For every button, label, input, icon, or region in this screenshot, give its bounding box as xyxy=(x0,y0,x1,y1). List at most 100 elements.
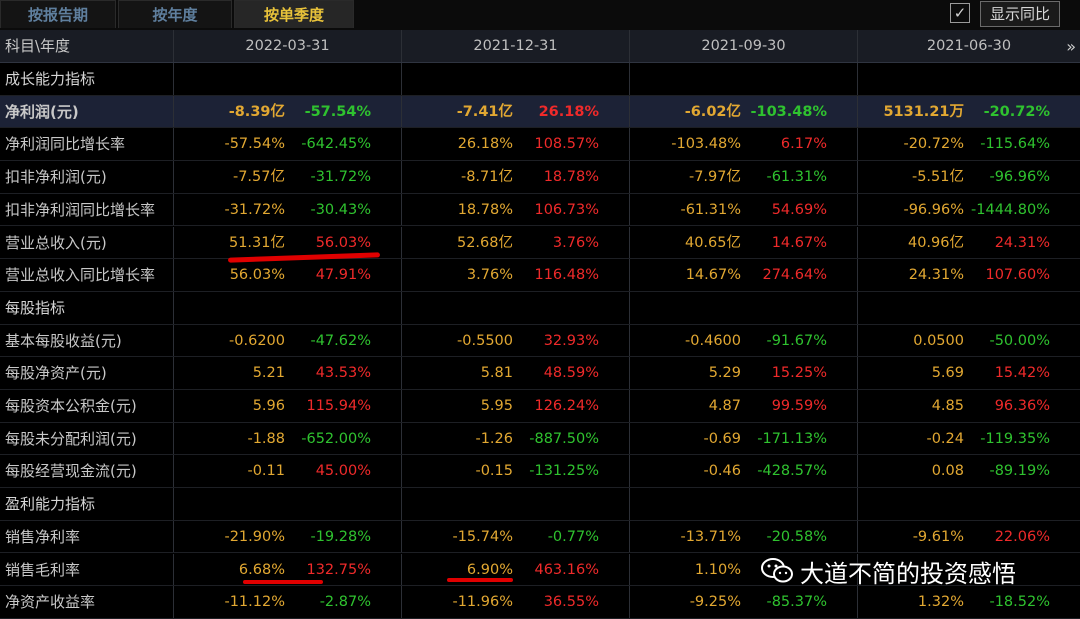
table-cell: -8.71亿 18.78% xyxy=(402,161,630,193)
cell-yoy: 56.03% xyxy=(315,234,371,251)
cell-yoy: 274.64% xyxy=(762,267,827,284)
cell-yoy: 106.73% xyxy=(534,201,599,218)
table-cell: 6.68% 132.75% xyxy=(174,553,402,586)
watermark: 大道不简的投资感悟 xyxy=(760,552,1016,590)
header-date-4[interactable]: 2021-06-30 xyxy=(926,38,1012,54)
cell-value: -13.71% xyxy=(680,528,741,545)
cell-value: -5.51亿 xyxy=(911,169,964,186)
cell-yoy: 15.42% xyxy=(994,365,1050,382)
table-cell: 0.08 -89.19% xyxy=(858,455,1080,487)
table-cell: 40.65亿 14.67% xyxy=(630,226,858,259)
table-cell: 14.67% 274.64% xyxy=(630,259,858,291)
cell-value: 4.87 xyxy=(708,398,741,414)
cell-yoy: -31.72% xyxy=(310,169,371,186)
row-label: 每股资本公积金(元) xyxy=(0,390,174,422)
row-label: 盈利能力指标 xyxy=(0,488,174,520)
table-cell: 3.76% 116.48% xyxy=(402,259,630,291)
table-row[interactable]: 净利润(元) -8.39亿 -57.54% -7.41亿 26.18% -6.02亿 -10… xyxy=(0,95,1080,129)
table-cell: 5.21 43.53% xyxy=(174,357,402,389)
cell-yoy: -887.50% xyxy=(529,430,599,447)
cell-value: 5131.21万 xyxy=(883,103,964,120)
tab-by-year[interactable]: 按年度 xyxy=(118,0,232,28)
row-label: 每股经营现金流(元) xyxy=(0,455,174,488)
cell-value: -9.25% xyxy=(689,594,741,611)
table-cell: -57.54% -642.45% xyxy=(174,128,402,161)
cell-value: -0.15 xyxy=(475,463,513,480)
cell-yoy: 32.93% xyxy=(543,332,599,349)
cell-value: -21.90% xyxy=(224,528,285,545)
table-row[interactable]: 销售毛利率 6.68% 132.75% 6.90% 463.16% 1.10% xyxy=(0,553,1080,587)
cell-yoy: -50.00% xyxy=(989,332,1050,349)
cell-value: -0.11 xyxy=(247,463,285,480)
cell-value: 26.18% xyxy=(457,136,513,153)
watermark-text: 大道不简的投资感悟 xyxy=(800,559,1016,588)
row-label: 成长能力指标 xyxy=(0,63,174,95)
header-date-3[interactable]: 2021-09-30 xyxy=(630,30,858,62)
table-row[interactable]: 营业总收入同比增长率 56.03% 47.91% 3.76% 116.48% 14.67%… xyxy=(0,259,1080,292)
cell-value: -31.72% xyxy=(224,201,285,218)
wechat-icon xyxy=(760,556,794,586)
table-row[interactable]: 扣非净利润同比增长率 -31.72% -30.43% 18.78% 106.73% -61… xyxy=(0,193,1080,227)
show-yoy-checkbox[interactable]: ✓ xyxy=(950,3,970,23)
table-row[interactable]: 基本每股收益(元) -0.6200 -47.62% -0.5500 32.93% -0.4… xyxy=(0,324,1080,358)
table-cell: -20.72% -115.64% xyxy=(858,128,1080,160)
table-row[interactable]: 扣非净利润(元) -7.57亿 -31.72% -8.71亿 18.78% -7.97亿 -… xyxy=(0,161,1080,194)
header-date-2[interactable]: 2021-12-31 xyxy=(402,30,630,62)
table-cell: -7.97亿 -61.31% xyxy=(630,161,858,193)
table-cell: -15.74% -0.77% xyxy=(402,520,630,553)
cell-yoy: -30.43% xyxy=(310,201,371,218)
cell-value: 14.67% xyxy=(685,267,741,284)
table-row[interactable]: 营业总收入(元) 51.31亿 56.03% 52.68亿 3.76% 40.65亿 14.… xyxy=(0,226,1080,260)
row-label: 销售净利率 xyxy=(0,520,174,553)
table-cell: -7.57亿 -31.72% xyxy=(174,161,402,193)
show-yoy-button[interactable]: 显示同比 xyxy=(980,1,1060,27)
table-cell: -0.6200 -47.62% xyxy=(174,324,402,357)
cell-value: 52.68亿 xyxy=(456,234,513,251)
table-cell: -1.26 -887.50% xyxy=(402,422,630,455)
cell-yoy: -103.48% xyxy=(750,103,827,120)
row-label: 销售毛利率 xyxy=(0,553,174,586)
header-date-1[interactable]: 2022-03-31 xyxy=(174,30,402,62)
cell-value: 1.10% xyxy=(694,561,741,578)
cell-yoy: 26.18% xyxy=(538,103,599,120)
cell-yoy: 18.78% xyxy=(543,169,599,186)
table-cell: -0.4600 -91.67% xyxy=(630,324,858,357)
cell-value: 5.96 xyxy=(252,398,285,414)
cell-yoy: 126.24% xyxy=(534,398,599,414)
table-cell: -6.02亿 -103.48% xyxy=(630,95,858,128)
cell-yoy: 43.53% xyxy=(315,365,371,382)
cell-yoy: -171.13% xyxy=(757,430,827,447)
table-cell: -21.90% -19.28% xyxy=(174,520,402,553)
table-cell: -11.96% 36.55% xyxy=(402,586,630,618)
table-header: 科目\年度 2022-03-31 2021-12-31 2021-09-30 2… xyxy=(0,30,1080,63)
cell-yoy: 15.25% xyxy=(771,365,827,382)
table-cell: 5.29 15.25% xyxy=(630,357,858,389)
cell-value: 1.32% xyxy=(917,594,964,611)
table-cell: -8.39亿 -57.54% xyxy=(174,95,402,128)
tab-by-quarter[interactable]: 按单季度 xyxy=(234,0,354,28)
more-columns-icon[interactable]: » xyxy=(1066,37,1076,56)
row-label: 扣非净利润同比增长率 xyxy=(0,193,174,226)
cell-yoy: 108.57% xyxy=(534,136,599,153)
section-row[interactable]: 成长能力指标 xyxy=(0,63,1080,96)
tab-by-report-period[interactable]: 按报告期 xyxy=(0,0,116,28)
cell-yoy: -96.96% xyxy=(989,169,1050,186)
table-row[interactable]: 每股净资产(元) 5.21 43.53% 5.81 48.59% 5.29 15.25% 5.… xyxy=(0,357,1080,390)
table-cell: 5.96 115.94% xyxy=(174,390,402,422)
table-row[interactable]: 净资产收益率 -11.12% -2.87% -11.96% 36.55% -9.25% -8… xyxy=(0,586,1080,619)
table-cell: -0.11 45.00% xyxy=(174,455,402,488)
cell-value: -0.69 xyxy=(703,430,741,447)
cell-value: -7.97亿 xyxy=(688,169,741,186)
table-cell: -0.24 -119.35% xyxy=(858,423,1080,455)
cell-value: -103.48% xyxy=(671,136,741,153)
red-underline-mark xyxy=(447,578,513,582)
cell-value: 24.31% xyxy=(908,267,964,284)
table-row[interactable]: 每股资本公积金(元) 5.96 115.94% 5.95 126.24% 4.87 99.5… xyxy=(0,390,1080,423)
section-row[interactable]: 每股指标 xyxy=(0,291,1080,325)
table-row[interactable]: 每股未分配利润(元) -1.88 -652.00% -1.26 -887.50% -0.6… xyxy=(0,422,1080,456)
section-row[interactable]: 盈利能力指标 xyxy=(0,488,1080,521)
table-row[interactable]: 净利润同比增长率 -57.54% -642.45% 26.18% 108.57% -103… xyxy=(0,128,1080,162)
table-row[interactable]: 销售净利率 -21.90% -19.28% -15.74% -0.77% -13.71% -… xyxy=(0,520,1080,554)
row-label: 每股净资产(元) xyxy=(0,357,174,389)
table-row[interactable]: 每股经营现金流(元) -0.11 45.00% -0.15 -131.25% -0.46-… xyxy=(0,455,1080,489)
